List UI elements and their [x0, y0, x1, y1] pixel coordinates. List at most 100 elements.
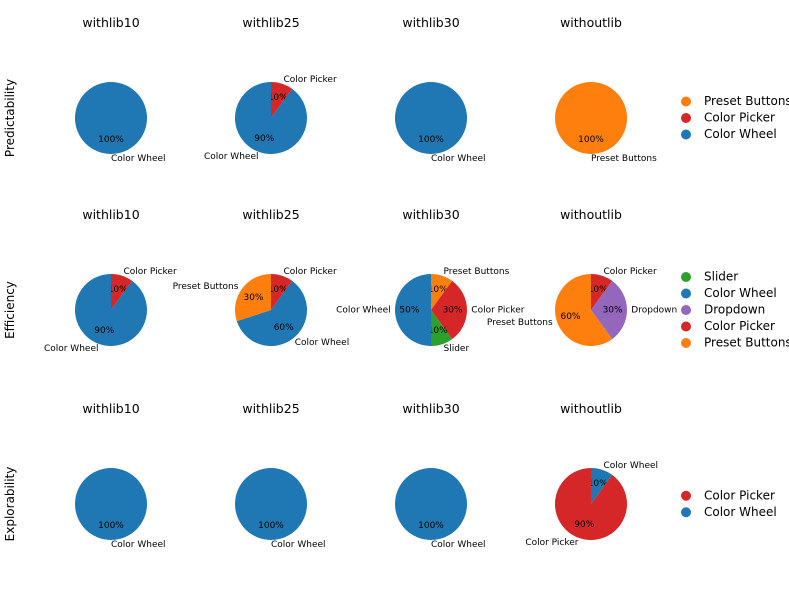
pie-pct-label: 100% — [98, 521, 124, 531]
pie-slice-label: Color Wheel — [431, 154, 486, 164]
legend-label-color-wheel: Color Wheel — [704, 505, 777, 519]
pie-slice-label: Color Picker — [284, 75, 337, 85]
pie-pct-label: 100% — [578, 135, 604, 145]
pie-slice-dropdown — [591, 280, 627, 340]
pie-slice-label: Preset Buttons — [173, 282, 239, 292]
pie-pct-label: 100% — [98, 135, 124, 145]
pie-slice-color-wheel — [235, 468, 307, 540]
pie-slice-preset-buttons — [234, 274, 271, 322]
pie-slice-color-wheel — [395, 274, 431, 346]
pie-pct-label: 10% — [268, 93, 288, 103]
pie-slice-color-picker — [554, 468, 627, 540]
legend-label-preset-buttons: Preset Buttons — [704, 336, 789, 350]
pie-slice-label: Color Wheel — [111, 154, 166, 164]
pie-slice-label: Color Wheel — [271, 540, 326, 550]
legend-marker-color-picker — [681, 113, 691, 123]
legend-marker-preset-buttons — [681, 338, 691, 348]
pie-slice-label: Slider — [444, 344, 470, 354]
pie-slice-preset-buttons — [555, 82, 627, 154]
pie-title-withlib25: withlib25 — [242, 401, 299, 416]
pie-pct-label: 60% — [560, 312, 580, 322]
pie-slice-preset-buttons — [431, 274, 453, 310]
pie-title-withlib10: withlib10 — [82, 207, 139, 222]
pie-slice-label: Preset Buttons — [487, 318, 553, 328]
pie-slice-label: Preset Buttons — [444, 267, 510, 277]
pie-title-withoutlib: withoutlib — [560, 15, 622, 30]
legend-marker-color-picker — [681, 321, 691, 332]
pie-slice-label: Color Wheel — [336, 306, 391, 316]
pie-slice-label: Color Wheel — [295, 338, 350, 348]
pie-slice-label: Color Picker — [124, 267, 177, 277]
pie-slice-color-wheel — [236, 280, 308, 347]
pie-pct-label: 10% — [588, 479, 608, 489]
pie-slice-preset-buttons — [554, 274, 613, 346]
pie-slice-color-wheel — [591, 468, 613, 504]
row-label-predictability: Predictability — [3, 79, 17, 157]
legend-label-color-picker: Color Picker — [704, 111, 775, 125]
pie-title-withlib25: withlib25 — [242, 15, 299, 30]
pie-pct-label: 100% — [258, 521, 284, 531]
pie-slice-color-wheel — [395, 468, 467, 540]
pie-slice-color-picker — [271, 274, 293, 310]
pie-slice-label: Color Wheel — [204, 152, 259, 162]
row-label-explorability: Explorability — [3, 467, 17, 542]
pie-title-withoutlib: withoutlib — [560, 401, 622, 416]
pie-slice-label: Color Wheel — [431, 540, 486, 550]
pie-slice-label: Color Picker — [284, 267, 337, 277]
pie-slice-label: Color Wheel — [44, 344, 99, 354]
pie-slice-color-picker — [271, 82, 293, 118]
pie-pct-label: 10% — [428, 285, 448, 295]
legend-marker-slider — [681, 272, 691, 282]
pie-slice-label: Color Wheel — [111, 540, 166, 550]
legend-marker-color-wheel — [681, 129, 691, 140]
pie-slice-color-wheel — [74, 274, 147, 346]
pie-pct-label: 100% — [418, 135, 444, 145]
legend-marker-dropdown — [681, 305, 691, 315]
pie-title-withlib10: withlib10 — [82, 401, 139, 416]
pie-slice-label: Color Picker — [525, 538, 578, 548]
pie-pct-label: 50% — [399, 306, 419, 316]
pie-slice-color-picker — [591, 274, 613, 310]
pie-slice-label: Color Picker — [471, 306, 524, 316]
pie-title-withlib10: withlib10 — [82, 15, 139, 30]
pie-pct-label: 30% — [603, 306, 623, 316]
legend-marker-color-wheel — [681, 288, 691, 299]
pie-pct-label: 10% — [108, 285, 128, 295]
pie-pct-label: 60% — [274, 323, 294, 333]
pie-pct-label: 90% — [254, 134, 274, 144]
pie-slice-color-picker — [431, 280, 467, 340]
pie-pct-label: 10% — [428, 326, 448, 336]
pie-slice-slider — [431, 310, 453, 346]
pie-title-withlib30: withlib30 — [402, 401, 459, 416]
legend-label-slider: Slider — [704, 270, 738, 284]
legend-label-color-picker: Color Picker — [704, 488, 775, 502]
legend-marker-preset-buttons — [681, 96, 691, 107]
pie-slice-color-wheel — [395, 82, 467, 154]
pie-pct-label: 10% — [588, 285, 608, 295]
pie-title-withlib30: withlib30 — [402, 15, 459, 30]
pie-slice-color-wheel — [75, 82, 147, 154]
pie-slice-label: Color Picker — [604, 267, 657, 277]
legend-label-dropdown: Dropdown — [704, 303, 765, 317]
pie-title-withoutlib: withoutlib — [560, 207, 622, 222]
legend-marker-color-picker — [681, 490, 691, 501]
legend-label-color-picker: Color Picker — [704, 319, 775, 333]
pie-slice-color-wheel — [75, 468, 147, 540]
pie-pct-label: 90% — [94, 326, 114, 336]
pie-title-withlib30: withlib30 — [402, 207, 459, 222]
pie-slice-label: Preset Buttons — [591, 154, 657, 164]
legend-label-color-wheel: Color Wheel — [704, 127, 777, 141]
pie-slice-color-picker — [111, 274, 133, 310]
legend-marker-color-wheel — [681, 507, 691, 518]
legend-label-color-wheel: Color Wheel — [704, 286, 777, 300]
pie-title-withlib25: withlib25 — [242, 207, 299, 222]
pie-pct-label: 10% — [268, 285, 288, 295]
pie-pct-label: 30% — [243, 293, 263, 303]
row-label-efficiency: Efficiency — [3, 281, 17, 339]
pie-pct-label: 100% — [418, 521, 444, 531]
pie-slice-color-wheel — [234, 81, 307, 155]
pie-pct-label: 30% — [443, 306, 463, 316]
pie-pct-label: 90% — [574, 520, 594, 530]
pie-slice-label: Dropdown — [631, 306, 677, 316]
